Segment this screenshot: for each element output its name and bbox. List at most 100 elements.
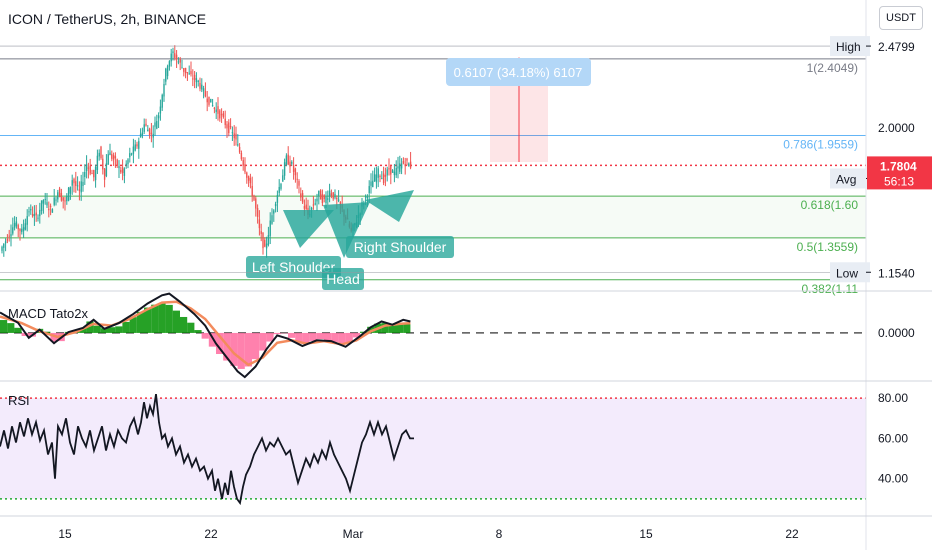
candle-body xyxy=(60,192,63,201)
candle-body xyxy=(400,163,403,169)
candle-body xyxy=(370,181,372,186)
candle-body xyxy=(91,173,93,175)
candle-body xyxy=(138,141,140,149)
time-tick-label: Mar xyxy=(343,527,364,541)
pattern-label-bg xyxy=(322,268,364,290)
macd-pane[interactable]: MACD Tato2x xyxy=(0,292,866,379)
candle-body xyxy=(132,146,135,154)
candle-body xyxy=(48,208,50,211)
candle-body xyxy=(310,207,313,210)
candle-body xyxy=(166,66,169,77)
candle-body xyxy=(28,211,30,213)
candle-body xyxy=(8,235,10,237)
last-price-countdown: 56:13 xyxy=(884,174,914,188)
fib-level-label: 0.786(1.9559) xyxy=(783,137,858,151)
candle-body xyxy=(208,96,210,105)
candle-body xyxy=(105,163,108,177)
macd-histogram-bar xyxy=(345,332,353,343)
macd-histogram-bar xyxy=(93,325,101,333)
candle-body xyxy=(213,107,216,109)
macd-histogram-bar xyxy=(388,324,396,333)
candle-body xyxy=(238,146,241,153)
rsi-tick-label: 40.00 xyxy=(878,472,908,486)
time-tick-label: 22 xyxy=(204,527,218,541)
macd-histogram-bar xyxy=(338,332,346,344)
candle-body xyxy=(388,168,390,170)
candle-body xyxy=(172,51,174,53)
candle-body xyxy=(192,78,194,80)
candle-body xyxy=(377,168,379,178)
candle-body xyxy=(296,178,298,180)
candle-body xyxy=(111,154,113,159)
projection-label-bg xyxy=(446,58,591,86)
candle-body xyxy=(4,241,7,244)
macd-histogram-bar xyxy=(309,332,317,341)
candle-body xyxy=(408,163,410,167)
macd-histogram-bar xyxy=(50,332,58,342)
candle-body xyxy=(384,175,387,177)
candle-body xyxy=(161,94,163,108)
candle-body xyxy=(242,159,244,166)
candle-body xyxy=(12,227,14,234)
candle-body xyxy=(98,152,100,157)
candle-body xyxy=(287,154,289,165)
candle-body xyxy=(69,186,72,194)
candle-body xyxy=(143,124,145,132)
candle-body xyxy=(37,217,39,219)
candle-body xyxy=(49,205,52,207)
price-pane[interactable]: 1(2.4049) 0.786(1.9559) 0.618(1.60 0.5(1.35… xyxy=(0,45,866,296)
projection-label: 0.6107 (34.18%) 6107 xyxy=(454,65,583,80)
candle-body xyxy=(193,74,196,81)
candle-body xyxy=(222,113,225,117)
candle-body xyxy=(139,133,142,138)
time-tick-label: 22 xyxy=(785,527,799,541)
candle-body xyxy=(381,178,383,180)
macd-histogram-bar xyxy=(324,332,332,341)
fib-level-label: 1(2.4049) xyxy=(807,61,858,75)
candle-body xyxy=(125,163,127,166)
candle-body xyxy=(165,68,167,82)
macd-histogram-bar xyxy=(208,332,216,347)
candle-body xyxy=(89,165,91,174)
candle-body xyxy=(282,175,284,182)
candle-body xyxy=(375,174,378,183)
candle-body xyxy=(301,193,304,203)
candle-body xyxy=(30,209,32,211)
macd-histogram-bar xyxy=(259,332,267,351)
candle-body xyxy=(305,204,307,209)
candle-body xyxy=(372,180,374,188)
currency-button[interactable]: USDT xyxy=(879,6,923,30)
rsi-band xyxy=(0,398,866,499)
candle-body xyxy=(118,166,120,169)
candle-body xyxy=(156,121,158,129)
candle-body xyxy=(96,155,99,170)
candle-body xyxy=(206,98,208,103)
rsi-title: RSI xyxy=(8,393,30,408)
macd-title: MACD Tato2x xyxy=(8,306,88,321)
candle-body xyxy=(201,84,203,90)
candle-body xyxy=(175,54,178,60)
rsi-pane[interactable]: RSI xyxy=(0,393,866,506)
axis-tag-name: Avg xyxy=(836,172,856,186)
fib-level-label: 0.618(1.60 xyxy=(801,198,859,212)
axis-tag-bg xyxy=(830,36,870,57)
candle-body xyxy=(31,213,34,217)
macd-histogram-bar xyxy=(266,332,274,342)
pattern-triangle xyxy=(283,210,334,248)
last-price-value: 1.7804 xyxy=(880,159,917,173)
pattern-label: Right Shoulder xyxy=(354,239,447,255)
candle-body xyxy=(100,146,102,159)
candle-body xyxy=(154,122,156,127)
macd-histogram-bar xyxy=(172,310,180,333)
candle-body xyxy=(33,213,36,217)
candle-body xyxy=(107,154,109,165)
candle-body xyxy=(269,220,271,236)
candle-body xyxy=(265,243,268,249)
macd-histogram-bar xyxy=(79,328,87,333)
candle-body xyxy=(312,204,315,206)
candle-body xyxy=(327,198,329,200)
candle-body xyxy=(188,73,190,75)
candle-body xyxy=(186,72,189,74)
candle-body xyxy=(246,172,248,178)
